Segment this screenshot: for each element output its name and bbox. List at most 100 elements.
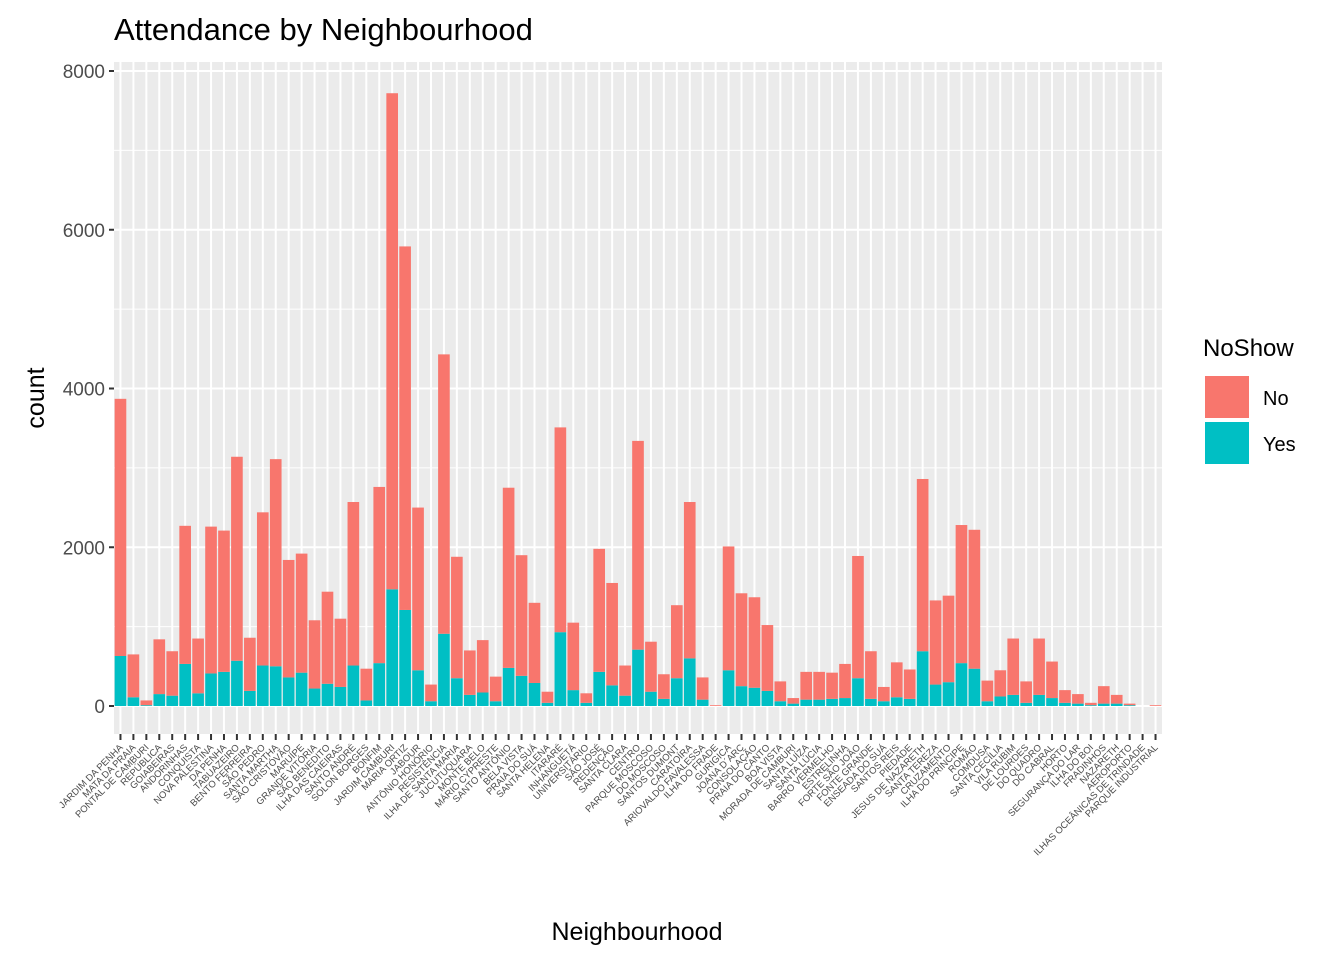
bar-yes [334, 686, 347, 706]
bar-yes [606, 685, 618, 706]
bar-no [1110, 694, 1123, 704]
bar-yes [878, 701, 890, 706]
bar-no [955, 525, 968, 664]
bar-no [852, 555, 864, 679]
bar-yes [994, 696, 1007, 706]
x-axis-title: Neighbourhood [552, 918, 723, 946]
bar-yes [463, 694, 476, 706]
bar-no [670, 605, 683, 679]
bar-no [632, 440, 644, 650]
bar-no [645, 641, 657, 692]
bar-yes [683, 658, 696, 706]
bar-no [890, 662, 903, 698]
y-tick-label: 2000 [63, 538, 105, 559]
bar-no [166, 651, 179, 696]
bar-yes [205, 673, 217, 706]
bar-yes [942, 682, 955, 706]
bar-no [1085, 702, 1097, 706]
bar-yes [1097, 703, 1110, 706]
bar-yes [1046, 698, 1058, 706]
bar-no [683, 502, 696, 659]
bar-no [748, 597, 761, 688]
bar-no [412, 507, 424, 671]
bar-no [968, 529, 981, 669]
bar-no [1007, 638, 1020, 695]
bar-yes [632, 649, 644, 706]
bar-yes [619, 695, 631, 706]
bar-yes [865, 698, 877, 706]
bar-no [800, 671, 813, 700]
bar-yes [567, 690, 580, 706]
bar-yes [774, 701, 787, 706]
bar-yes [140, 705, 153, 706]
bar-no [1033, 638, 1045, 695]
bar-yes [373, 663, 386, 706]
y-axis-title: count [22, 367, 50, 428]
bar-no [1097, 686, 1110, 704]
bar-no [476, 640, 489, 693]
bar-no [865, 651, 877, 699]
bar-no [269, 459, 282, 667]
bar-no [489, 676, 502, 702]
bar-no [114, 398, 127, 656]
bar-yes [438, 633, 450, 706]
bar-no [153, 639, 166, 695]
bar-yes [645, 691, 657, 706]
bar-no [567, 622, 580, 691]
bar-no [231, 456, 243, 661]
bar-no [360, 668, 373, 701]
bar-yes [1059, 702, 1071, 706]
bar-no [386, 93, 398, 590]
bar-yes [269, 666, 282, 706]
bar-no [1046, 661, 1058, 699]
bars [114, 93, 1162, 706]
bar-yes [231, 660, 243, 706]
bar-yes [515, 675, 528, 706]
bar-no [554, 427, 567, 633]
bar-yes [787, 703, 800, 706]
bar-no [295, 553, 308, 673]
bar-yes [890, 697, 903, 706]
bar-yes [386, 589, 398, 706]
bar-no [502, 487, 515, 668]
bar-no [942, 595, 955, 683]
bar-no [839, 663, 851, 699]
bar-yes [761, 690, 774, 706]
bar-no [373, 486, 386, 664]
bar-yes [981, 701, 994, 706]
bar-yes [1033, 694, 1045, 706]
legend-key-no [1205, 376, 1249, 418]
bar-yes [800, 699, 813, 706]
bar-no [593, 548, 606, 672]
bar-no [438, 354, 450, 634]
bar-yes [658, 698, 670, 706]
bar-yes [153, 694, 166, 706]
bar-yes [1007, 694, 1020, 706]
legend-key-yes [1205, 422, 1249, 464]
bar-yes [929, 684, 942, 706]
bar-no [580, 693, 593, 703]
bar-no [916, 478, 929, 652]
bar-yes [735, 686, 748, 706]
bar-yes [425, 701, 437, 706]
bar-no [981, 680, 994, 702]
bar-no [463, 650, 476, 695]
bar-yes [528, 682, 541, 706]
bar-no [878, 686, 890, 702]
bar-no [696, 677, 709, 700]
legend: NoShow No Yes [1203, 335, 1296, 464]
bar-yes [114, 655, 127, 706]
bar-no [658, 674, 670, 699]
bar-yes [166, 695, 179, 706]
bar-yes [826, 698, 838, 706]
bar-yes [1110, 703, 1123, 706]
bar-yes [360, 700, 373, 706]
legend-label-yes: Yes [1263, 434, 1296, 456]
bar-no [192, 638, 204, 694]
bar-no [425, 684, 437, 702]
bar-yes [256, 665, 269, 706]
bar-yes [282, 677, 295, 706]
y-tick-label: 0 [94, 697, 105, 718]
bar-yes [968, 668, 981, 706]
